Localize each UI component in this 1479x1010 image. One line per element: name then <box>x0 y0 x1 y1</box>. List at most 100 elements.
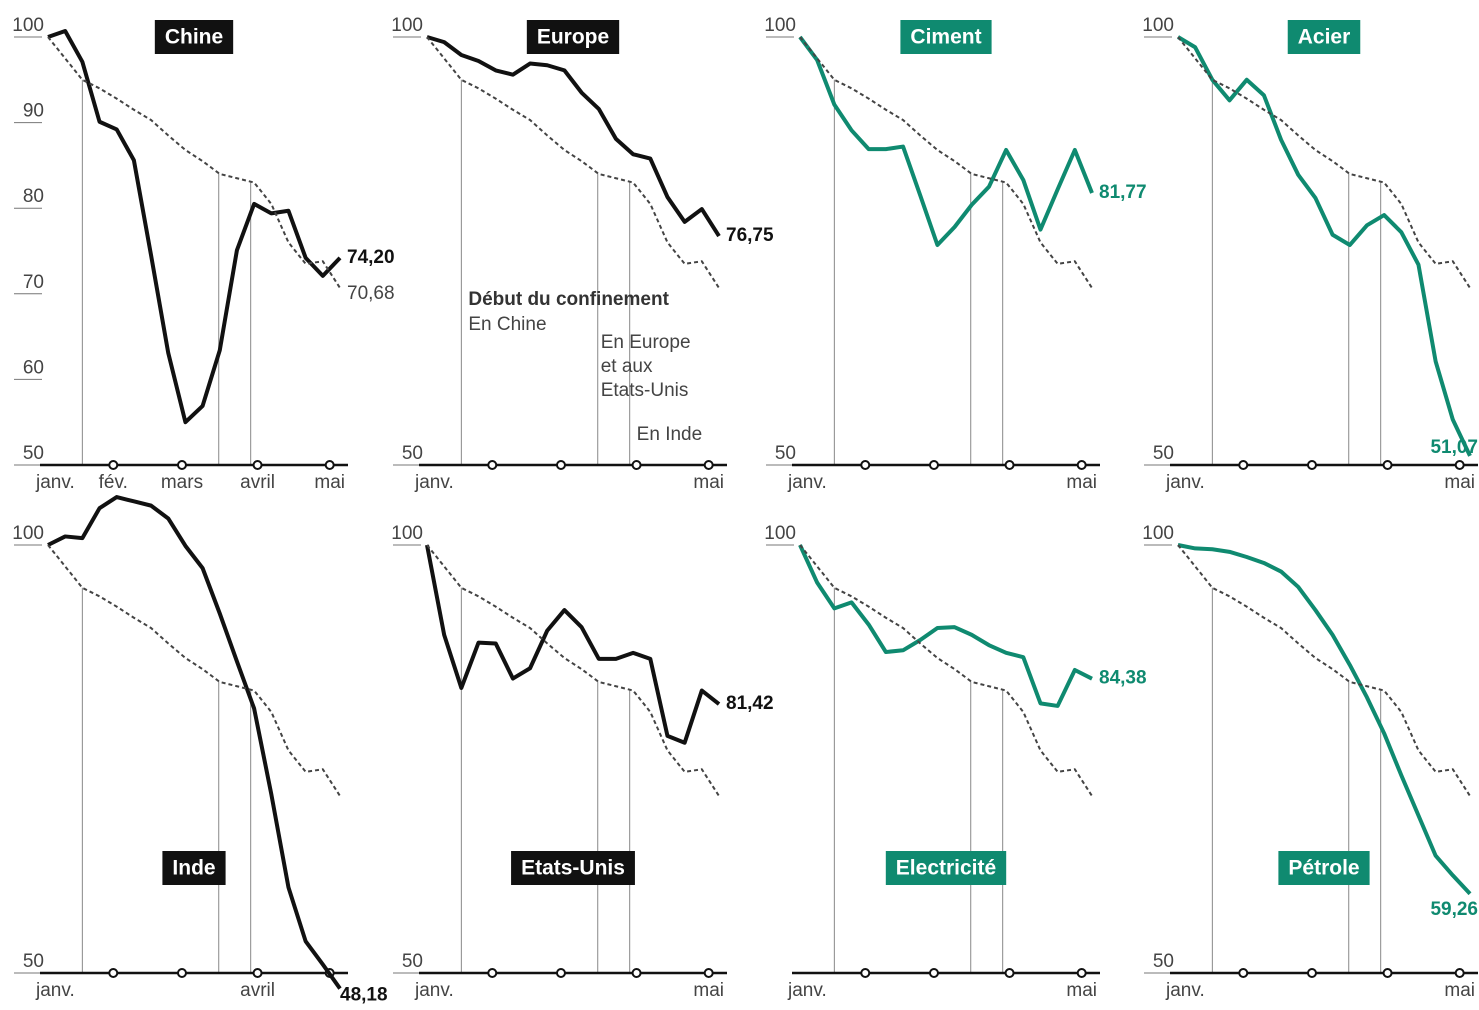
end-label: 74,20 <box>347 247 395 268</box>
x-tick-mark <box>487 460 498 470</box>
title-box <box>1287 20 1361 54</box>
x-tick-label: mai <box>1066 980 1097 1001</box>
x-tick-mark <box>1238 460 1249 470</box>
x-tick-label: mai <box>314 472 345 493</box>
data-line <box>1176 35 1472 457</box>
panel-title: Etats-Unis <box>521 857 625 880</box>
data-line <box>47 495 342 990</box>
panel: 100 50 janv. mai 51,07 Acier <box>1142 15 1478 493</box>
reference-line <box>47 544 341 797</box>
end-label: 81,77 <box>1099 182 1147 203</box>
y-tick-label: 50 <box>402 443 423 464</box>
data-line <box>798 35 1094 248</box>
y-tick-label: 100 <box>764 15 796 36</box>
x-tick-mark <box>860 460 871 470</box>
x-tick-mark <box>1004 968 1015 978</box>
x-tick-mark <box>703 460 714 470</box>
x-tick-mark <box>703 968 714 978</box>
annotation-label: Etats-Unis <box>601 380 689 401</box>
x-tick-label: janv. <box>1165 472 1205 493</box>
y-tick-label: 100 <box>1142 523 1174 544</box>
x-tick-label: avril <box>240 472 275 493</box>
end-label: 70,68 <box>347 283 395 304</box>
end-label: 48,18 <box>340 985 388 1006</box>
panel-title: Ciment <box>910 26 981 49</box>
data-line <box>798 544 1093 708</box>
title-box <box>154 20 234 54</box>
x-tick-mark <box>555 460 566 470</box>
panel-title: Acier <box>1298 26 1351 49</box>
annotation-label: et aux <box>601 356 653 377</box>
y-tick-label: 100 <box>764 523 796 544</box>
x-tick-mark <box>631 968 642 978</box>
data-line <box>426 35 721 238</box>
panel: 100 90 80 70 60 50 janv. fév. mars avril mai 74,20 7… <box>12 15 394 493</box>
x-tick-mark <box>1382 460 1393 470</box>
panel: 100 janv. mai 84,38 Electricité <box>764 523 1146 1001</box>
title-box <box>526 20 620 54</box>
x-tick-mark <box>1076 460 1087 470</box>
x-tick-label: janv. <box>35 980 75 1001</box>
y-tick-label: 60 <box>23 357 44 378</box>
x-tick-mark <box>555 968 566 978</box>
x-tick-label: janv. <box>35 472 75 493</box>
y-tick-label: 100 <box>12 15 44 36</box>
x-tick-label: janv. <box>1165 980 1205 1001</box>
y-tick-label: 50 <box>23 443 44 464</box>
title-box <box>162 851 226 885</box>
x-tick-mark <box>108 460 119 470</box>
annotation-title: Début du confinement <box>468 289 669 310</box>
reference-line <box>1177 36 1471 289</box>
x-tick-mark <box>1238 968 1249 978</box>
y-tick-label: 100 <box>391 523 423 544</box>
y-tick-label: 80 <box>23 186 44 207</box>
panel: 100 50 janv. mai 81,42 Etats-Unis <box>391 523 773 1001</box>
reference-line <box>426 544 720 797</box>
x-tick-label: mai <box>693 472 724 493</box>
x-tick-mark <box>1306 968 1317 978</box>
y-tick-label: 50 <box>1153 443 1174 464</box>
x-tick-mark <box>108 968 119 978</box>
x-tick-label: avril <box>240 980 275 1001</box>
y-tick-label: 100 <box>391 15 423 36</box>
y-tick-label: 50 <box>1153 951 1174 972</box>
panel: 100 50 janv. mai 81,77 Ciment <box>764 15 1146 493</box>
y-tick-label: 50 <box>402 951 423 972</box>
panel-title: Pétrole <box>1288 857 1359 880</box>
x-tick-mark <box>928 968 939 978</box>
x-tick-mark <box>487 968 498 978</box>
x-tick-mark <box>1306 460 1317 470</box>
title-box <box>511 851 635 885</box>
x-tick-label: mai <box>693 980 724 1001</box>
x-tick-mark <box>1076 968 1087 978</box>
x-tick-mark <box>176 968 187 978</box>
x-tick-mark <box>324 460 335 470</box>
reference-line <box>799 36 1093 289</box>
x-tick-mark <box>252 460 263 470</box>
annotation-label: En Inde <box>637 424 703 445</box>
x-tick-label: fév. <box>99 472 128 493</box>
x-tick-mark <box>252 968 263 978</box>
end-label: 76,75 <box>726 225 774 246</box>
data-line <box>1177 543 1472 896</box>
reference-line <box>426 36 720 289</box>
x-tick-label: janv. <box>414 472 454 493</box>
x-tick-label: mars <box>161 472 203 493</box>
x-tick-label: janv. <box>787 980 827 1001</box>
x-tick-mark <box>1454 460 1465 470</box>
x-tick-label: janv. <box>414 980 454 1001</box>
y-tick-label: 70 <box>23 272 44 293</box>
data-line <box>425 544 721 745</box>
y-tick-label: 100 <box>12 523 44 544</box>
x-tick-mark <box>928 460 939 470</box>
x-tick-mark <box>1382 968 1393 978</box>
reference-line <box>1177 544 1471 797</box>
panel: 100 50 janv. mai 59,26 Pétrole <box>1142 523 1478 1001</box>
x-tick-label: mai <box>1444 980 1475 1001</box>
end-label: 84,38 <box>1099 668 1147 689</box>
x-tick-mark <box>176 460 187 470</box>
annotation-label: En Chine <box>468 314 546 335</box>
title-box <box>1278 851 1370 885</box>
x-tick-label: mai <box>1066 472 1097 493</box>
